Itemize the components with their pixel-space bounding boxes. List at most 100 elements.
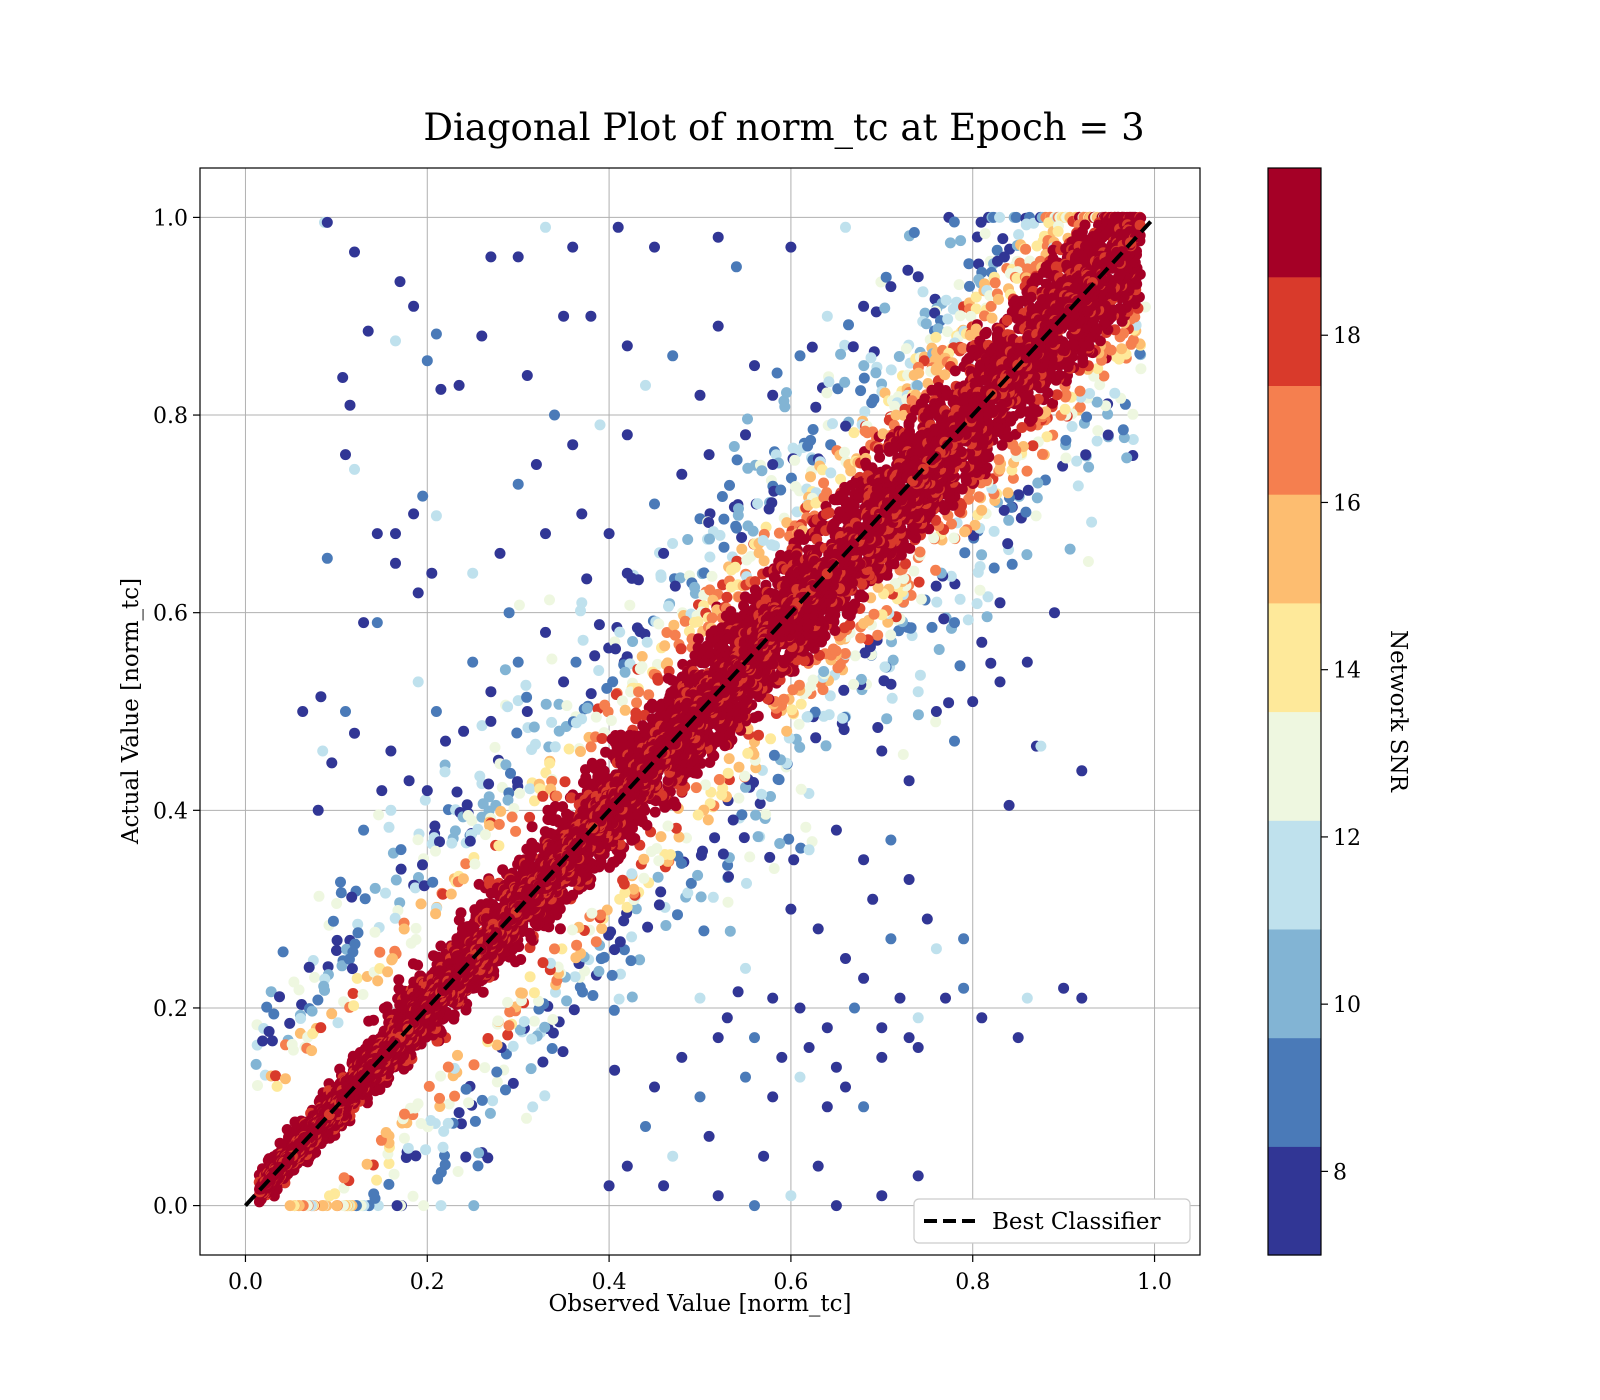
scatter-point [593, 619, 605, 631]
scatter-point [1002, 538, 1014, 550]
scatter-point [1098, 370, 1110, 382]
scatter-point [621, 901, 633, 913]
scatter-point [1109, 387, 1121, 399]
scatter-point [609, 944, 620, 956]
scatter-point [352, 918, 364, 930]
scatter-point [980, 327, 992, 339]
scatter-point [717, 782, 729, 794]
scatter-point [959, 547, 971, 559]
scatter-point [839, 339, 851, 351]
scatter-point [659, 640, 671, 652]
scatter-point [417, 859, 428, 871]
scatter-point [287, 1044, 299, 1056]
scatter-point [1011, 272, 1023, 284]
scatter-point [848, 427, 860, 439]
scatter-point [312, 994, 324, 1006]
scatter-point [988, 562, 1000, 574]
scatter-point [1021, 465, 1033, 477]
scatter-point [1074, 401, 1086, 413]
scatter-point [487, 1095, 499, 1107]
scatter-point [483, 778, 495, 790]
scatter-point [331, 945, 342, 956]
scatter-point [818, 666, 830, 677]
scatter-point [765, 791, 776, 802]
scatter-point [742, 413, 753, 425]
scatter-point [849, 650, 861, 662]
scatter-point [415, 1118, 427, 1129]
scatter-point [786, 704, 798, 716]
scatter-point [502, 701, 514, 713]
scatter-point [1086, 516, 1098, 528]
scatter-point [913, 367, 925, 379]
scatter-point [930, 716, 942, 728]
scatter-point [793, 718, 805, 730]
scatter-point [1037, 448, 1048, 460]
scatter-point [335, 887, 347, 899]
scatter-point [713, 774, 725, 785]
scatter-point [872, 581, 884, 593]
scatter-point [634, 954, 646, 966]
scatter-point [704, 533, 715, 545]
scatter-point [437, 1141, 449, 1153]
scatter-point [837, 712, 849, 724]
scatter-point [453, 1107, 465, 1119]
scatter-point [602, 706, 614, 718]
scatter-point [843, 319, 854, 331]
scatter-point [469, 858, 481, 870]
scatter-point [386, 954, 398, 966]
scatter-point [931, 596, 943, 608]
scatter-point [900, 343, 912, 355]
scatter-point [689, 587, 701, 599]
scatter-point [331, 898, 343, 909]
scatter-point [463, 1097, 475, 1109]
scatter-point [982, 591, 994, 603]
scatter-point [595, 953, 607, 965]
scatter-point [872, 722, 884, 733]
scatter-point [554, 923, 566, 935]
scatter-point [847, 341, 859, 353]
scatter-point [526, 744, 538, 755]
scatter-point [963, 258, 975, 270]
scatter-point [1091, 435, 1103, 447]
scatter-point [529, 795, 540, 807]
scatter-point [824, 690, 836, 702]
scatter-point [652, 871, 664, 883]
scatter-point [739, 770, 751, 782]
scatter-point [319, 984, 330, 996]
scatter-point [1021, 549, 1033, 561]
scatter-point [439, 1159, 451, 1171]
scatter-point [946, 518, 957, 530]
scatter-point [586, 907, 598, 919]
scatter-point [410, 934, 422, 945]
scatter-point [848, 678, 860, 690]
scatter-point [491, 1039, 503, 1051]
scatter-point [388, 1168, 400, 1180]
scatter-point [775, 484, 787, 496]
scatter-point [449, 1090, 461, 1102]
scatter-point [502, 794, 514, 806]
scatter-point [933, 644, 945, 655]
scatter-point [954, 310, 966, 322]
scatter-point [614, 936, 626, 948]
scatter-point [872, 629, 884, 641]
scatter-point [410, 922, 422, 934]
scatter-point [845, 465, 857, 477]
scatter-point [544, 594, 555, 606]
scatter-point [331, 934, 343, 946]
scatter-point [997, 233, 1009, 245]
scatter-point [410, 1150, 422, 1162]
scatter-point [455, 1118, 467, 1130]
scatter-point [744, 851, 756, 863]
scatter-point [524, 811, 536, 823]
scatter-point [679, 615, 691, 627]
scatter-point [1100, 400, 1112, 412]
scatter-point [336, 960, 348, 972]
scatter-point [832, 383, 844, 395]
scatter-point [914, 669, 926, 681]
scatter-point [613, 993, 625, 1005]
scatter-point [561, 995, 573, 1007]
scatter-point [662, 820, 674, 832]
scatter-point [1020, 243, 1032, 255]
scatter-point [430, 908, 442, 920]
